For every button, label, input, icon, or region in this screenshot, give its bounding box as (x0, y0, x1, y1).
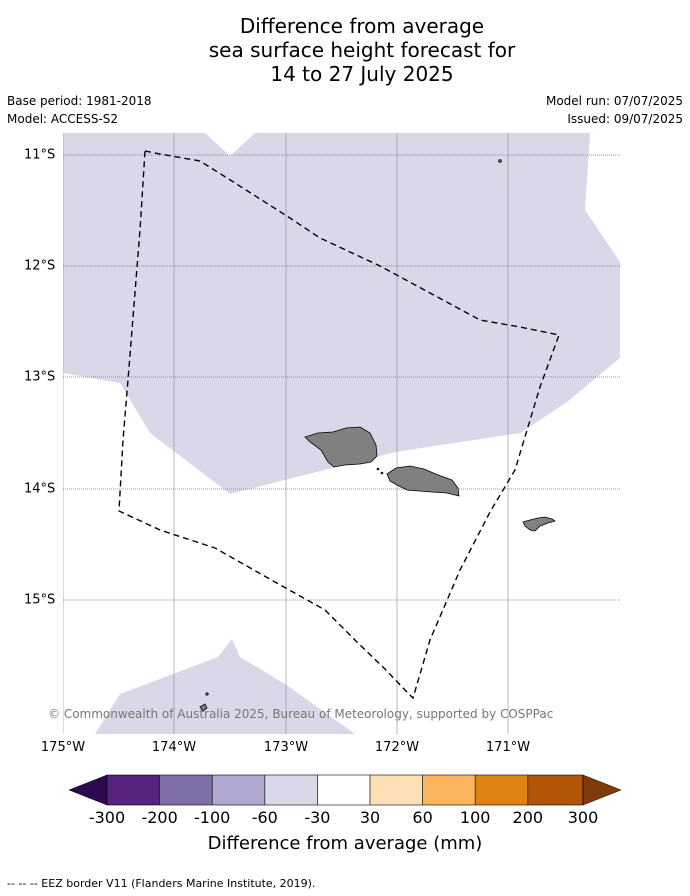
eez-legend-note: -- -- -- EEZ border V11 (Flanders Marine… (7, 877, 316, 890)
colorbar (68, 774, 622, 806)
lon-tick-172w: 172°W (374, 740, 420, 755)
small-island-south (199, 703, 208, 712)
tutuila-island (522, 516, 556, 532)
lat-tick-15s: 15°S (24, 592, 56, 608)
base-period: Base period: 1981-2018 (7, 94, 152, 108)
lon-tick-175w: 175°W (40, 740, 86, 755)
upolu-island (386, 465, 460, 497)
title-line-1: Difference from average (239, 14, 485, 38)
title-line-3: 14 to 27 July 2025 (270, 62, 454, 86)
lat-tick-14s: 14°S (24, 481, 56, 497)
colorbar-bin-1 (107, 775, 160, 805)
colorbar-bin-9 (527, 775, 583, 805)
model-run: Model run: 07/07/2025 (545, 94, 683, 108)
sea-anomaly-region-north (63, 133, 620, 494)
title-line-2: sea surface height forecast for (208, 38, 516, 62)
colorbar-bin-4 (264, 775, 318, 805)
small-islet-2 (380, 471, 384, 475)
eez-border (118, 150, 560, 700)
small-island-north (498, 159, 502, 163)
colorbar-tick: 200 (512, 808, 544, 827)
colorbar-tick: -60 (251, 808, 278, 827)
lat-tick-11s: 11°S (24, 147, 56, 163)
colorbar-bin-5 (317, 775, 370, 805)
colorbar-tick: 30 (359, 808, 381, 827)
lon-tick-174w: 174°W (151, 740, 197, 755)
sea-anomaly-region-south (95, 639, 355, 734)
colorbar-tick: 100 (459, 808, 491, 827)
issued-date: Issued: 09/07/2025 (567, 112, 683, 126)
savaii-island (304, 426, 378, 468)
colorbar-tick: -30 (304, 808, 331, 827)
colorbar-bin-8 (475, 775, 528, 805)
colorbar-bin-7 (422, 775, 476, 805)
copyright-notice: © Commonwealth of Australia 2025, Bureau… (48, 707, 554, 721)
colorbar-outline (106, 774, 584, 806)
lat-tick-13s: 13°S (24, 369, 56, 385)
islands (199, 159, 556, 712)
colorbar-tick: -300 (88, 808, 126, 827)
lon-tick-173w: 173°W (263, 740, 309, 755)
colorbar-tick: -100 (194, 808, 231, 827)
colorbar-dividers (159, 775, 529, 805)
small-island-south-2 (205, 692, 209, 696)
lat-tick-12s: 12°S (24, 258, 56, 274)
lat-gridlines (63, 154, 620, 601)
colorbar-tick: -200 (141, 808, 178, 827)
colorbar-tick: 60 (412, 808, 433, 827)
colorbar-low-extend (68, 774, 108, 806)
colorbar-bin-6 (370, 775, 423, 805)
chart-title: Difference from average sea surface heig… (0, 14, 690, 86)
colorbar-tick: 300 (567, 808, 599, 827)
gridlines (63, 133, 509, 734)
lon-tick-171w: 171°W (485, 740, 531, 755)
colorbar-label: Difference from average (mm) (207, 833, 483, 854)
model-name: Model: ACCESS-S2 (7, 112, 119, 126)
small-islet-1 (376, 467, 380, 471)
colorbar-bin-2 (159, 775, 213, 805)
colorbar-bin-3 (212, 775, 265, 805)
colorbar-high-extend (582, 774, 622, 806)
